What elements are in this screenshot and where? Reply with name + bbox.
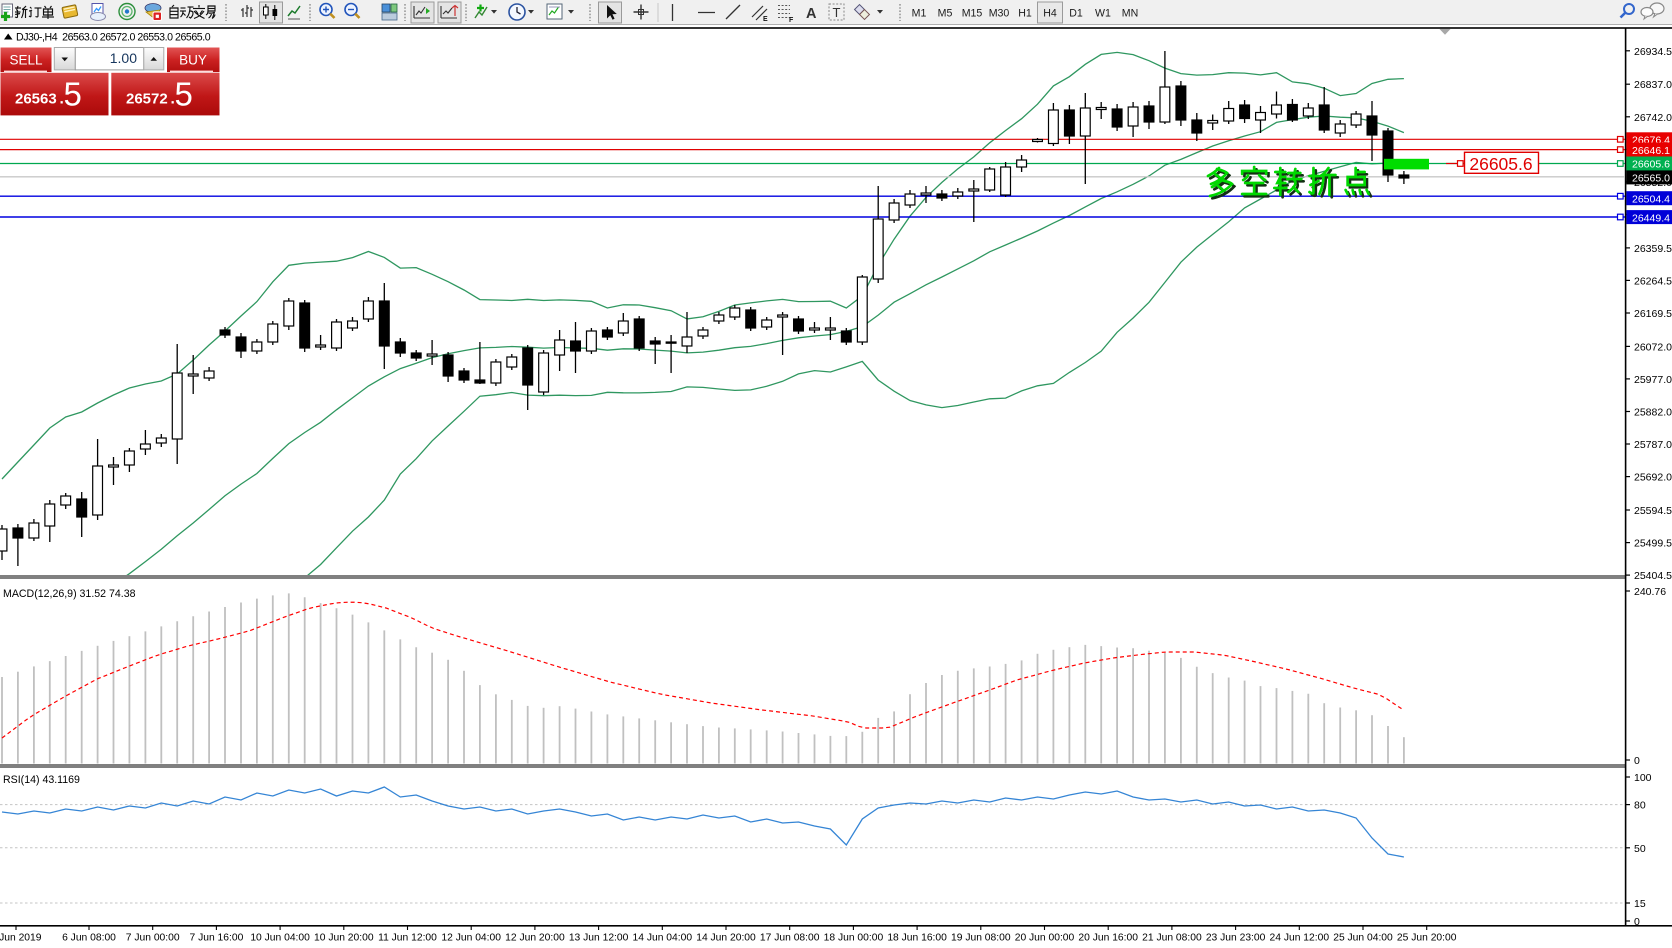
svg-text:14 Jun 04:00: 14 Jun 04:00 xyxy=(633,933,693,944)
svg-text:26264.5: 26264.5 xyxy=(1634,275,1672,287)
svg-text:BUY: BUY xyxy=(179,53,207,68)
svg-text:14 Jun 20:00: 14 Jun 20:00 xyxy=(696,933,756,944)
svg-text:26742.0: 26742.0 xyxy=(1634,112,1672,124)
svg-text:24 Jun 12:00: 24 Jun 12:00 xyxy=(1270,933,1330,944)
svg-text:20 Jun 16:00: 20 Jun 16:00 xyxy=(1078,933,1138,944)
svg-text:SELL: SELL xyxy=(9,53,43,68)
svg-text:7 Jun 00:00: 7 Jun 00:00 xyxy=(126,933,180,944)
svg-text:18 Jun 00:00: 18 Jun 00:00 xyxy=(824,933,884,944)
svg-text:W1: W1 xyxy=(1095,8,1111,20)
svg-text:26646.1: 26646.1 xyxy=(1632,145,1670,157)
svg-text:15: 15 xyxy=(1634,898,1646,910)
svg-text:26837.0: 26837.0 xyxy=(1634,79,1672,91)
svg-text:26605.6: 26605.6 xyxy=(1469,154,1532,174)
svg-text:12 Jun 04:00: 12 Jun 04:00 xyxy=(441,933,501,944)
svg-text:25882.0: 25882.0 xyxy=(1634,407,1672,419)
svg-text:D1: D1 xyxy=(1069,8,1083,20)
svg-text:25499.5: 25499.5 xyxy=(1634,538,1672,550)
svg-text:E: E xyxy=(763,16,768,23)
svg-text:26169.5: 26169.5 xyxy=(1634,308,1672,320)
svg-text:RSI(14) 43.1169: RSI(14) 43.1169 xyxy=(3,774,80,786)
svg-text:1.00: 1.00 xyxy=(110,50,137,66)
svg-text:23 Jun 23:00: 23 Jun 23:00 xyxy=(1206,933,1266,944)
svg-text:M30: M30 xyxy=(989,8,1010,20)
svg-text:H4: H4 xyxy=(1043,8,1057,20)
svg-text:26504.4: 26504.4 xyxy=(1632,193,1670,205)
svg-text:26563: 26563 xyxy=(15,91,57,108)
svg-text:25787.0: 25787.0 xyxy=(1634,439,1672,451)
svg-text:0: 0 xyxy=(1634,916,1640,928)
svg-text:13 Jun 12:00: 13 Jun 12:00 xyxy=(569,933,629,944)
svg-text:50: 50 xyxy=(1634,843,1646,855)
svg-text:100: 100 xyxy=(1634,772,1652,784)
svg-text:18 Jun 16:00: 18 Jun 16:00 xyxy=(887,933,947,944)
svg-text:25 Jun 20:00: 25 Jun 20:00 xyxy=(1397,933,1457,944)
svg-text:5: 5 xyxy=(175,76,193,113)
svg-text:26072.0: 26072.0 xyxy=(1634,341,1672,353)
svg-text:MN: MN xyxy=(1122,8,1138,20)
svg-text:T: T xyxy=(833,5,841,20)
svg-text:11 Jun 12:00: 11 Jun 12:00 xyxy=(378,933,437,944)
svg-text:26565.0: 26565.0 xyxy=(1632,173,1670,185)
svg-text:F: F xyxy=(789,17,794,24)
svg-text:25404.5: 25404.5 xyxy=(1634,570,1672,582)
svg-text:H1: H1 xyxy=(1018,8,1032,20)
svg-text:M15: M15 xyxy=(962,8,983,20)
svg-text:26359.5: 26359.5 xyxy=(1634,243,1672,255)
svg-text:5: 5 xyxy=(64,76,82,113)
svg-text:17 Jun 08:00: 17 Jun 08:00 xyxy=(760,933,820,944)
svg-text:.: . xyxy=(60,91,64,108)
svg-text:240.76: 240.76 xyxy=(1634,586,1666,598)
svg-text:80: 80 xyxy=(1634,800,1646,812)
svg-text:0: 0 xyxy=(1634,755,1640,767)
svg-text:19 Jun 08:00: 19 Jun 08:00 xyxy=(951,933,1011,944)
svg-text:DJ30-,H4 26563.0 26572.0 2655: DJ30-,H4 26563.0 26572.0 26553.0 26565.0 xyxy=(16,32,211,44)
svg-text:.: . xyxy=(171,91,175,108)
svg-text:25 Jun 04:00: 25 Jun 04:00 xyxy=(1333,933,1393,944)
svg-text:M5: M5 xyxy=(938,8,953,20)
svg-text:MACD(12,26,9) 31.52 74.38: MACD(12,26,9) 31.52 74.38 xyxy=(3,588,136,600)
svg-text:20 Jun 00:00: 20 Jun 00:00 xyxy=(1015,933,1075,944)
svg-text:25977.0: 25977.0 xyxy=(1634,374,1672,386)
svg-text:7 Jun 16:00: 7 Jun 16:00 xyxy=(189,933,243,944)
svg-text:M1: M1 xyxy=(912,8,927,20)
svg-text:26449.4: 26449.4 xyxy=(1632,212,1670,224)
svg-text:26605.6: 26605.6 xyxy=(1632,159,1670,171)
svg-text:26934.5: 26934.5 xyxy=(1634,46,1672,58)
svg-text:21 Jun 08:00: 21 Jun 08:00 xyxy=(1142,933,1202,944)
svg-text:10 Jun 04:00: 10 Jun 04:00 xyxy=(250,933,310,944)
svg-text:26572: 26572 xyxy=(126,91,168,108)
svg-text:10 Jun 20:00: 10 Jun 20:00 xyxy=(314,933,374,944)
svg-text:A: A xyxy=(806,6,817,22)
svg-text:12 Jun 20:00: 12 Jun 20:00 xyxy=(505,933,565,944)
svg-text:5 Jun 2019: 5 Jun 2019 xyxy=(0,933,42,944)
svg-text:25692.0: 25692.0 xyxy=(1634,472,1672,484)
svg-text:6 Jun 08:00: 6 Jun 08:00 xyxy=(62,933,116,944)
svg-text:25594.5: 25594.5 xyxy=(1634,505,1672,517)
